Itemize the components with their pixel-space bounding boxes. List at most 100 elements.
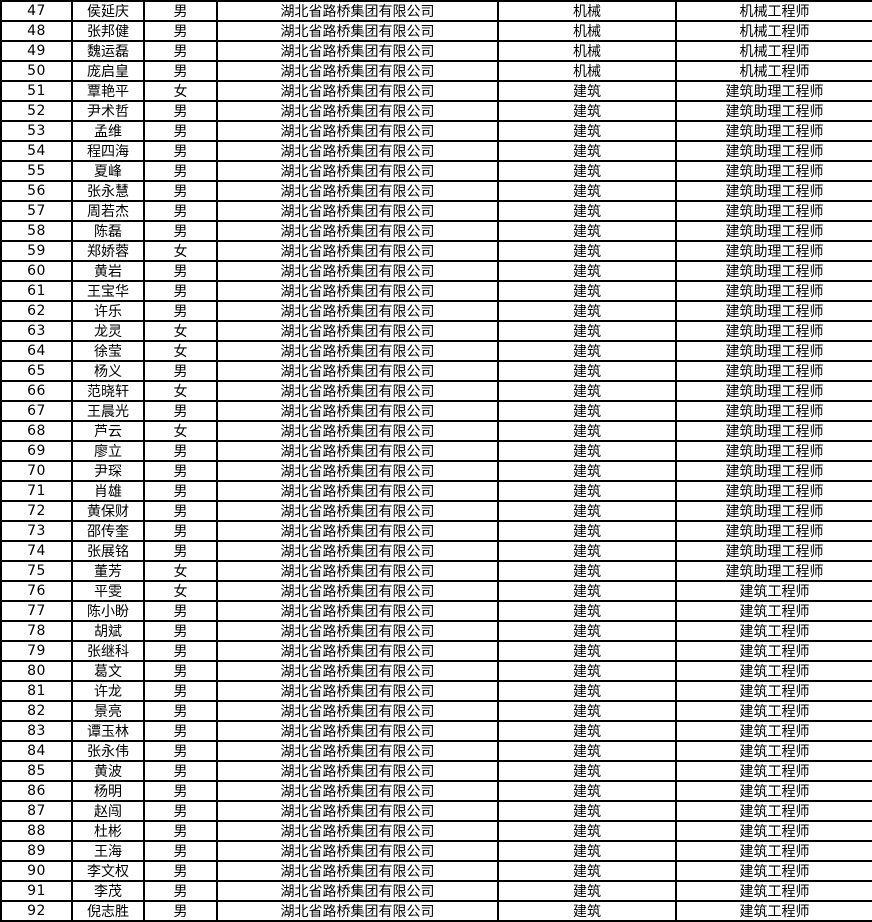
cell-seq: 63	[0, 320, 73, 342]
table-row: 53 孟维男湖北省路桥集团有限公司 建筑 建筑助理工程师	[0, 120, 872, 142]
cell-company: 湖北省路桥集团有限公司	[216, 80, 499, 102]
cell-category: 建筑	[497, 220, 677, 242]
table-row: 64 徐莹女湖北省路桥集团有限公司 建筑 建筑助理工程师	[0, 340, 872, 362]
cell-name: 胡斌	[71, 620, 145, 642]
cell-title: 建筑助理工程师	[675, 140, 872, 162]
cell-category: 建筑	[497, 680, 677, 702]
cell-company: 湖北省路桥集团有限公司	[216, 240, 499, 262]
cell-category: 建筑	[497, 200, 677, 222]
cell-gender: 男	[143, 60, 218, 82]
cell-title: 建筑工程师	[675, 820, 872, 842]
cell-category: 建筑	[497, 360, 677, 382]
cell-seq: 89	[0, 840, 73, 862]
cell-gender: 男	[143, 200, 218, 222]
cell-title: 建筑工程师	[675, 600, 872, 622]
cell-company: 湖北省路桥集团有限公司	[216, 180, 499, 202]
table-row: 67 王晨光男湖北省路桥集团有限公司 建筑 建筑助理工程师	[0, 400, 872, 422]
cell-gender: 男	[143, 160, 218, 182]
cell-title: 建筑助理工程师	[675, 160, 872, 182]
cell-title: 建筑助理工程师	[675, 320, 872, 342]
cell-company: 湖北省路桥集团有限公司	[216, 680, 499, 702]
table-row: 54 程四海男湖北省路桥集团有限公司 建筑 建筑助理工程师	[0, 140, 872, 162]
cell-gender: 男	[143, 840, 218, 862]
cell-seq: 77	[0, 600, 73, 622]
cell-name: 黄岩	[71, 260, 145, 282]
cell-gender: 男	[143, 880, 218, 902]
cell-name: 肖雄	[71, 480, 145, 502]
cell-company: 湖北省路桥集团有限公司	[216, 0, 499, 22]
cell-category: 建筑	[497, 700, 677, 722]
cell-name: 尹术哲	[71, 100, 145, 122]
cell-name: 芦云	[71, 420, 145, 442]
cell-company: 湖北省路桥集团有限公司	[216, 740, 499, 762]
table-row: 83 谭玉林男湖北省路桥集团有限公司 建筑 建筑工程师	[0, 720, 872, 742]
cell-gender: 女	[143, 420, 218, 442]
cell-category: 建筑	[497, 540, 677, 562]
cell-seq: 91	[0, 880, 73, 902]
cell-company: 湖北省路桥集团有限公司	[216, 140, 499, 162]
table-row: 77 陈小盼男湖北省路桥集团有限公司 建筑 建筑工程师	[0, 600, 872, 622]
cell-gender: 男	[143, 820, 218, 842]
cell-seq: 85	[0, 760, 73, 782]
cell-name: 廖立	[71, 440, 145, 462]
cell-name: 侯延庆	[71, 0, 145, 22]
cell-company: 湖北省路桥集团有限公司	[216, 100, 499, 122]
cell-category: 建筑	[497, 260, 677, 282]
cell-category: 建筑	[497, 380, 677, 402]
cell-gender: 男	[143, 540, 218, 562]
cell-category: 建筑	[497, 620, 677, 642]
cell-name: 黄波	[71, 760, 145, 782]
cell-title: 建筑工程师	[675, 760, 872, 782]
cell-gender: 男	[143, 100, 218, 122]
cell-company: 湖北省路桥集团有限公司	[216, 760, 499, 782]
cell-seq: 82	[0, 700, 73, 722]
cell-category: 建筑	[497, 420, 677, 442]
table-row: 89 王海男湖北省路桥集团有限公司 建筑 建筑工程师	[0, 840, 872, 862]
cell-company: 湖北省路桥集团有限公司	[216, 660, 499, 682]
cell-name: 谭玉林	[71, 720, 145, 742]
cell-name: 覃艳平	[71, 80, 145, 102]
cell-name: 王海	[71, 840, 145, 862]
cell-name: 平雯	[71, 580, 145, 602]
cell-category: 建筑	[497, 240, 677, 262]
cell-title: 建筑助理工程师	[675, 540, 872, 562]
cell-category: 建筑	[497, 320, 677, 342]
cell-seq: 79	[0, 640, 73, 662]
cell-title: 建筑助理工程师	[675, 180, 872, 202]
cell-gender: 男	[143, 280, 218, 302]
table-row: 62 许乐男湖北省路桥集团有限公司 建筑 建筑助理工程师	[0, 300, 872, 322]
cell-gender: 男	[143, 800, 218, 822]
cell-title: 建筑助理工程师	[675, 280, 872, 302]
cell-company: 湖北省路桥集团有限公司	[216, 120, 499, 142]
cell-category: 机械	[497, 60, 677, 82]
cell-company: 湖北省路桥集团有限公司	[216, 500, 499, 522]
cell-seq: 50	[0, 60, 73, 82]
cell-name: 张展铭	[71, 540, 145, 562]
cell-title: 建筑工程师	[675, 780, 872, 802]
cell-company: 湖北省路桥集团有限公司	[216, 280, 499, 302]
table-row: 82 景亮男湖北省路桥集团有限公司 建筑 建筑工程师	[0, 700, 872, 722]
cell-seq: 73	[0, 520, 73, 542]
cell-company: 湖北省路桥集团有限公司	[216, 560, 499, 582]
cell-name: 张邦健	[71, 20, 145, 42]
table-row: 75 董芳女湖北省路桥集团有限公司 建筑 建筑助理工程师	[0, 560, 872, 582]
cell-category: 建筑	[497, 880, 677, 902]
cell-gender: 男	[143, 860, 218, 882]
cell-title: 建筑助理工程师	[675, 200, 872, 222]
cell-company: 湖北省路桥集团有限公司	[216, 420, 499, 442]
cell-seq: 62	[0, 300, 73, 322]
cell-title: 建筑工程师	[675, 720, 872, 742]
cell-title: 建筑助理工程师	[675, 260, 872, 282]
cell-gender: 男	[143, 760, 218, 782]
table-row: 63 龙灵女湖北省路桥集团有限公司 建筑 建筑助理工程师	[0, 320, 872, 342]
cell-company: 湖北省路桥集团有限公司	[216, 60, 499, 82]
cell-seq: 90	[0, 860, 73, 882]
table-row: 73 邵传奎男湖北省路桥集团有限公司 建筑 建筑助理工程师	[0, 520, 872, 542]
cell-category: 建筑	[497, 340, 677, 362]
cell-title: 机械工程师	[675, 20, 872, 42]
table-row: 55 夏峰男湖北省路桥集团有限公司 建筑 建筑助理工程师	[0, 160, 872, 182]
cell-name: 李茂	[71, 880, 145, 902]
cell-gender: 男	[143, 740, 218, 762]
cell-name: 黄保财	[71, 500, 145, 522]
